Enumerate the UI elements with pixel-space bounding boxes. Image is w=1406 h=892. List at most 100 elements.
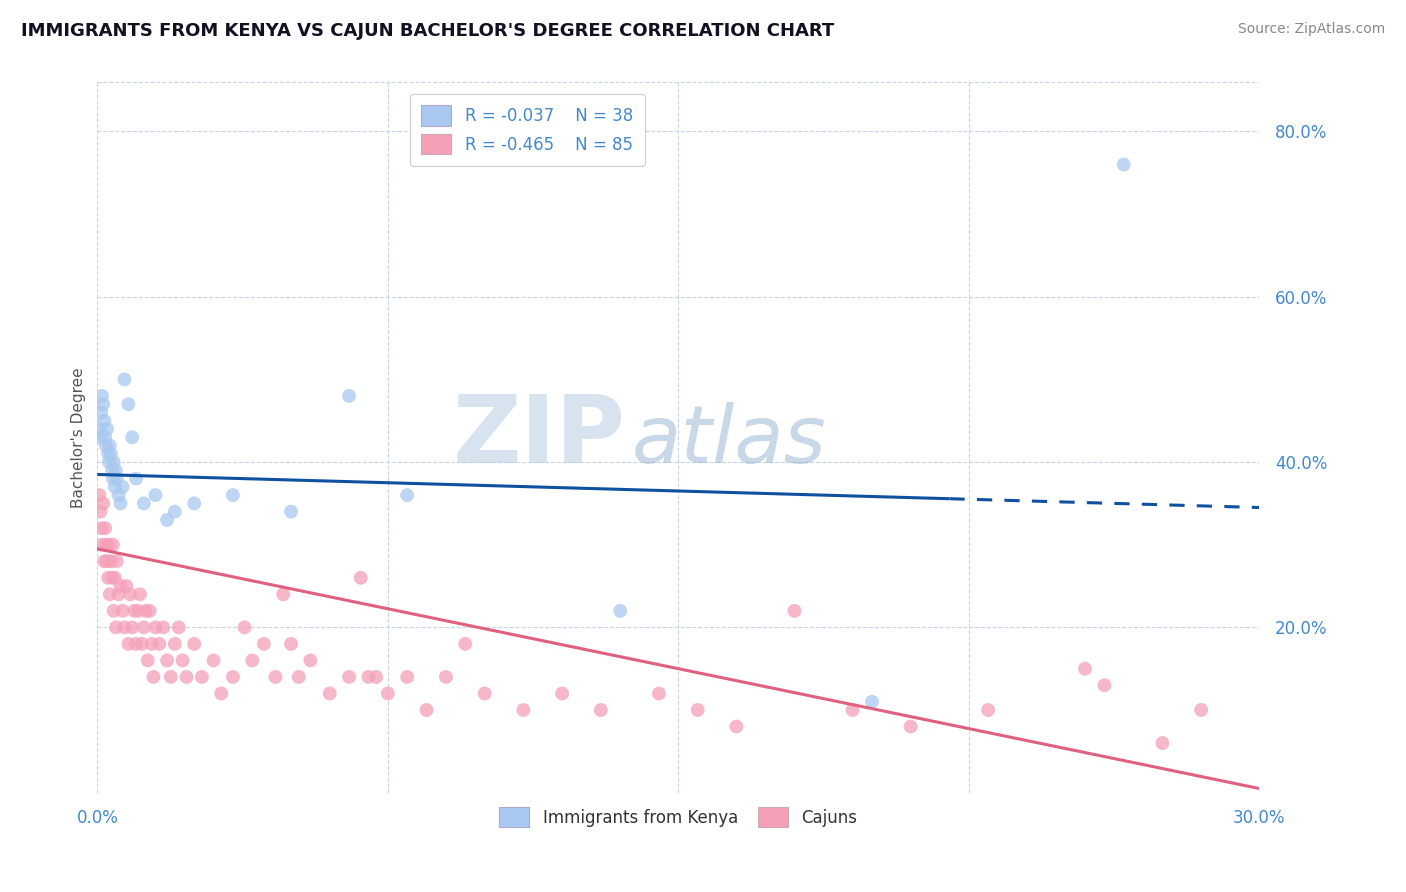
Point — [105, 554, 128, 568]
Point — [454, 637, 477, 651]
Point — [222, 670, 245, 684]
Point — [202, 653, 225, 667]
Point — [209, 686, 232, 700]
Point — [156, 513, 179, 527]
Point — [145, 488, 167, 502]
Point — [94, 430, 117, 444]
Point — [91, 389, 114, 403]
Point — [89, 422, 111, 436]
Point — [253, 637, 276, 651]
Point — [101, 538, 124, 552]
Point — [129, 587, 152, 601]
Point — [142, 670, 165, 684]
Point — [138, 604, 160, 618]
Point — [104, 620, 127, 634]
Point — [1152, 736, 1174, 750]
Point — [183, 496, 205, 510]
Point — [160, 670, 183, 684]
Point — [94, 538, 117, 552]
Point — [176, 670, 198, 684]
Point — [280, 505, 302, 519]
Point — [115, 579, 138, 593]
Point — [91, 538, 114, 552]
Point — [233, 620, 256, 634]
Point — [104, 463, 127, 477]
Point — [589, 703, 612, 717]
Point — [183, 637, 205, 651]
Point — [97, 447, 120, 461]
Point — [96, 554, 118, 568]
Point — [110, 579, 132, 593]
Text: atlas: atlas — [631, 401, 827, 480]
Point — [94, 438, 117, 452]
Point — [97, 571, 120, 585]
Point — [90, 405, 112, 419]
Point — [415, 703, 437, 717]
Point — [132, 496, 155, 510]
Point — [725, 720, 748, 734]
Point — [101, 472, 124, 486]
Point — [434, 670, 457, 684]
Point — [299, 653, 322, 667]
Point — [512, 703, 534, 717]
Point — [900, 720, 922, 734]
Point — [98, 538, 121, 552]
Point — [337, 670, 360, 684]
Point — [101, 571, 124, 585]
Point — [98, 455, 121, 469]
Point — [127, 604, 149, 618]
Legend: Immigrants from Kenya, Cajuns: Immigrants from Kenya, Cajuns — [492, 800, 863, 834]
Point — [148, 637, 170, 651]
Point — [337, 389, 360, 403]
Point — [163, 505, 186, 519]
Point — [396, 670, 419, 684]
Point — [609, 604, 631, 618]
Point — [90, 521, 112, 535]
Point — [841, 703, 863, 717]
Point — [1092, 678, 1115, 692]
Point — [191, 670, 214, 684]
Point — [107, 587, 129, 601]
Point — [120, 587, 142, 601]
Point — [135, 604, 157, 618]
Point — [686, 703, 709, 717]
Point — [100, 447, 122, 461]
Point — [1112, 157, 1135, 171]
Point — [271, 587, 294, 601]
Point — [100, 554, 122, 568]
Point — [240, 653, 263, 667]
Point — [977, 703, 1000, 717]
Point — [103, 604, 125, 618]
Point — [136, 653, 159, 667]
Point — [89, 430, 111, 444]
Point — [107, 488, 129, 502]
Point — [101, 463, 124, 477]
Point — [366, 670, 388, 684]
Point — [280, 637, 302, 651]
Text: ZIP: ZIP — [453, 392, 626, 483]
Point — [89, 505, 111, 519]
Point — [114, 372, 136, 386]
Point — [105, 472, 128, 486]
Point — [287, 670, 309, 684]
Point — [357, 670, 380, 684]
Text: Source: ZipAtlas.com: Source: ZipAtlas.com — [1237, 22, 1385, 37]
Point — [131, 637, 153, 651]
Point — [121, 620, 143, 634]
Point — [121, 430, 143, 444]
Text: IMMIGRANTS FROM KENYA VS CAJUN BACHELOR'S DEGREE CORRELATION CHART: IMMIGRANTS FROM KENYA VS CAJUN BACHELOR'… — [21, 22, 834, 40]
Point — [551, 686, 574, 700]
Point — [104, 571, 127, 585]
Point — [104, 480, 127, 494]
Point — [114, 620, 136, 634]
Point — [89, 488, 111, 502]
Point — [91, 397, 114, 411]
Point — [98, 587, 121, 601]
Point — [145, 620, 167, 634]
Point — [110, 496, 132, 510]
Point — [94, 521, 117, 535]
Point — [141, 637, 163, 651]
Point — [396, 488, 419, 502]
Point — [117, 397, 139, 411]
Point — [350, 571, 373, 585]
